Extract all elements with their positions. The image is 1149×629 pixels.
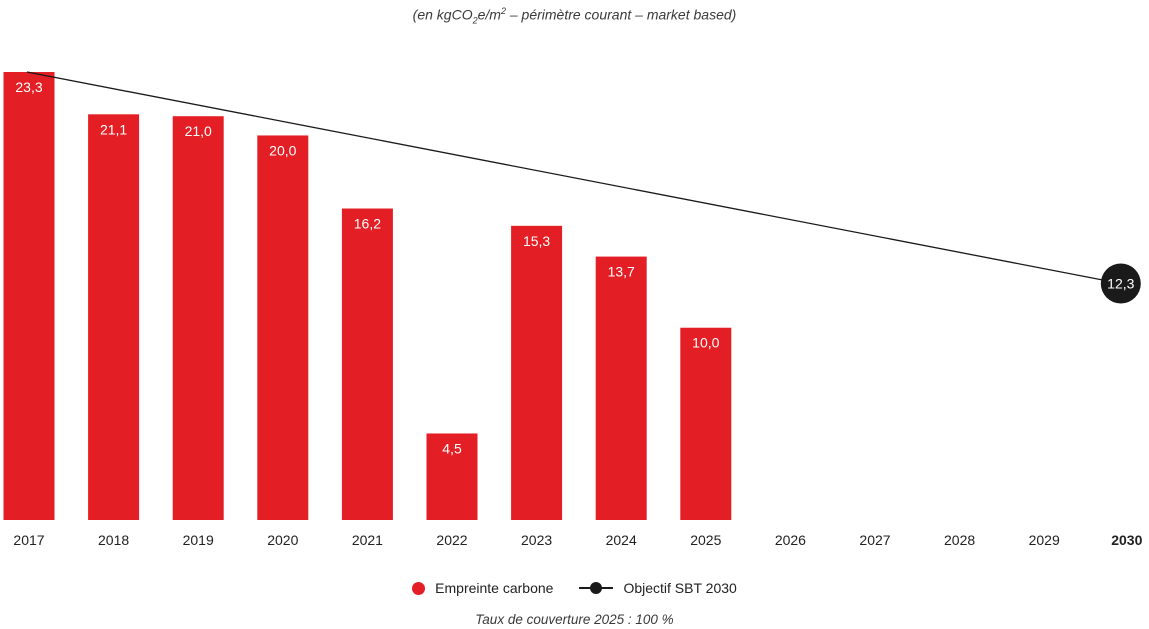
x-tick-label-2028: 2028 bbox=[944, 532, 975, 548]
bar-value-label-2024: 13,7 bbox=[608, 264, 635, 280]
x-tick-label-2021: 2021 bbox=[352, 532, 383, 548]
x-tick-label-2029: 2029 bbox=[1029, 532, 1060, 548]
x-tick-label-2018: 2018 bbox=[98, 532, 129, 548]
target-end-marker bbox=[1100, 263, 1141, 304]
x-tick-label-2025: 2025 bbox=[690, 532, 721, 548]
bar-2019 bbox=[172, 116, 224, 520]
bar-value-label-2025: 10,0 bbox=[692, 335, 719, 351]
x-tick-label-2030: 2030 bbox=[1111, 532, 1142, 548]
target-end-label: 12,3 bbox=[1107, 276, 1134, 292]
x-tick-label-2019: 2019 bbox=[183, 532, 214, 548]
legend-line-marker-icon bbox=[579, 582, 614, 594]
bar-value-label-2017: 23,3 bbox=[15, 79, 42, 95]
bar-2021 bbox=[341, 208, 393, 520]
bar-value-label-2020: 20,0 bbox=[269, 142, 296, 158]
bar-2024 bbox=[595, 256, 647, 520]
x-tick-label-2024: 2024 bbox=[606, 532, 637, 548]
legend: Empreinte carbone Objectif SBT 2030 bbox=[0, 580, 1149, 596]
bar-2023 bbox=[511, 225, 563, 520]
bar-value-label-2019: 21,0 bbox=[185, 123, 212, 139]
bar-2025 bbox=[680, 327, 732, 520]
x-tick-label-2022: 2022 bbox=[436, 532, 467, 548]
target-line bbox=[26, 71, 1121, 285]
bar-value-label-2021: 16,2 bbox=[354, 216, 381, 232]
bar-value-label-2023: 15,3 bbox=[523, 233, 550, 249]
legend-item-bars: Empreinte carbone bbox=[412, 580, 553, 596]
chart-subtitle: (en kgCO2e/m2 – périmètre courant – mark… bbox=[412, 6, 737, 26]
bar-2018 bbox=[88, 114, 140, 521]
coverage-note: Taux de couverture 2025 : 100 % bbox=[475, 612, 674, 627]
bar-chart: 23,3 21,1 21,0 20,0 16,2 4,5 15,3 13,7 10,0 12,3 2… bbox=[3, 71, 1143, 548]
bar-value-label-2022: 4,5 bbox=[442, 440, 462, 456]
legend-label-bars: Empreinte carbone bbox=[435, 580, 554, 596]
legend-label-target: Objectif SBT 2030 bbox=[623, 580, 737, 596]
legend-item-target: Objectif SBT 2030 bbox=[579, 580, 737, 596]
bar-2022 bbox=[426, 433, 478, 520]
x-tick-label-2027: 2027 bbox=[859, 532, 890, 548]
x-tick-label-2017: 2017 bbox=[13, 532, 44, 548]
bar-value-label-2018: 21,1 bbox=[100, 121, 127, 137]
x-tick-label-2023: 2023 bbox=[521, 532, 552, 548]
legend-dot-icon bbox=[412, 581, 426, 595]
x-tick-label-2020: 2020 bbox=[267, 532, 298, 548]
bar-2020 bbox=[257, 135, 309, 521]
bar-2017 bbox=[3, 72, 55, 520]
x-tick-label-2026: 2026 bbox=[775, 532, 806, 548]
